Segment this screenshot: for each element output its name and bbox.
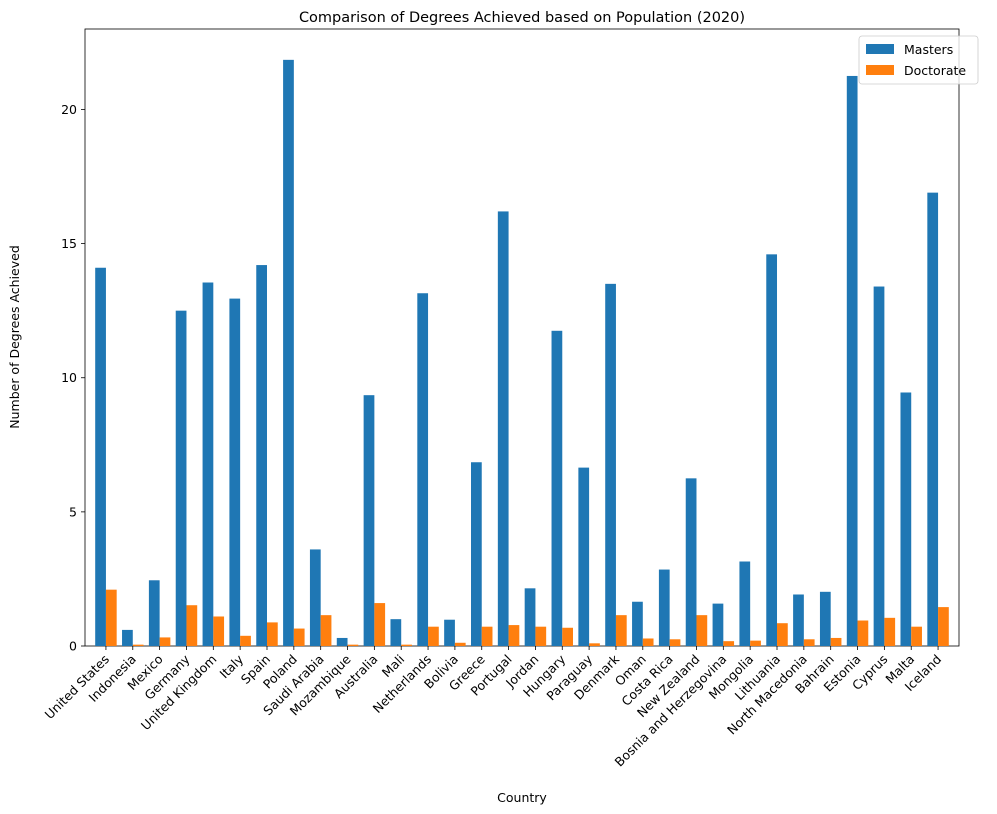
bar-doctorate — [884, 617, 896, 646]
bar-masters — [148, 580, 160, 646]
bar-doctorate — [777, 623, 788, 646]
bar-masters — [363, 395, 375, 646]
x-axis-label: Country — [497, 790, 547, 805]
bar-masters — [632, 601, 643, 646]
chart-title: Comparison of Degrees Achieved based on … — [299, 10, 745, 26]
bar-doctorate — [481, 626, 493, 646]
bar-masters — [524, 588, 536, 646]
bar-masters — [95, 267, 106, 646]
bar-masters — [578, 467, 590, 646]
legend: Masters Doctorate — [858, 35, 979, 85]
y-axis: 0 5 10 15 20 — [61, 102, 85, 654]
bar-doctorate — [159, 637, 171, 646]
bar-doctorate — [401, 644, 412, 646]
bar-masters — [551, 330, 563, 646]
bar-doctorate — [857, 620, 869, 646]
bar-masters — [497, 211, 509, 647]
bar-masters — [900, 392, 912, 646]
bar-masters — [712, 603, 724, 646]
bar-doctorate — [615, 615, 627, 646]
bar-doctorate — [938, 607, 949, 646]
bar-doctorate — [562, 627, 573, 646]
bar-doctorate — [374, 603, 386, 646]
bar-doctorate — [589, 643, 600, 646]
bar-masters — [685, 478, 697, 646]
bar-doctorate — [213, 616, 225, 646]
legend-swatch — [866, 44, 894, 54]
bar-masters — [417, 293, 429, 646]
y-tick-label: 10 — [61, 370, 77, 385]
bar-masters — [766, 254, 778, 646]
legend-label: Doctorate — [904, 63, 966, 78]
bar-masters — [793, 594, 804, 646]
bar-masters — [846, 75, 858, 646]
bar-masters — [819, 591, 831, 646]
bar-masters — [658, 569, 670, 646]
bar-masters — [390, 619, 402, 646]
bar-masters — [605, 283, 616, 646]
y-tick-label: 20 — [61, 102, 77, 117]
bar-doctorate — [508, 625, 520, 646]
bar-doctorate — [642, 638, 654, 646]
bar-masters — [873, 286, 885, 646]
plot-area — [84, 28, 960, 647]
legend-swatch — [866, 65, 894, 75]
bar-masters — [256, 265, 267, 646]
bar-masters — [122, 629, 133, 646]
bar-doctorate — [428, 626, 439, 646]
y-tick-label: 0 — [69, 639, 77, 654]
bar-doctorate — [723, 641, 735, 646]
bar-masters — [471, 462, 482, 646]
bar-doctorate — [240, 635, 251, 646]
legend-label: Masters — [904, 42, 953, 57]
bar-masters — [283, 59, 294, 647]
bar-doctorate — [454, 642, 466, 646]
bar-doctorate — [347, 644, 359, 646]
y-tick-label: 15 — [61, 236, 77, 251]
bar-doctorate — [669, 639, 681, 646]
bar-masters — [444, 619, 455, 646]
bar-doctorate — [803, 639, 815, 646]
bar-doctorate — [750, 640, 761, 646]
x-axis: United StatesIndonesiaMexicoGermanyUnite… — [42, 646, 944, 769]
bar-doctorate — [132, 644, 144, 646]
bar-doctorate — [320, 615, 332, 646]
bar-masters — [739, 561, 751, 646]
bars-group — [95, 59, 949, 647]
bar-doctorate — [535, 626, 547, 646]
bar-doctorate — [105, 589, 117, 646]
y-tick-label: 5 — [69, 504, 77, 519]
bar-masters — [336, 637, 348, 646]
bar-masters — [229, 298, 241, 646]
bar-masters — [202, 282, 214, 646]
bar-masters — [309, 549, 321, 646]
bar-doctorate — [911, 626, 922, 646]
bar-doctorate — [696, 615, 708, 646]
bar-masters — [175, 310, 187, 646]
bar-doctorate — [186, 605, 198, 646]
y-axis-label: Number of Degrees Achieved — [7, 245, 22, 429]
bar-masters — [927, 192, 939, 646]
bar-doctorate — [830, 637, 842, 646]
bar-doctorate — [266, 622, 278, 646]
bar-doctorate — [293, 628, 305, 646]
